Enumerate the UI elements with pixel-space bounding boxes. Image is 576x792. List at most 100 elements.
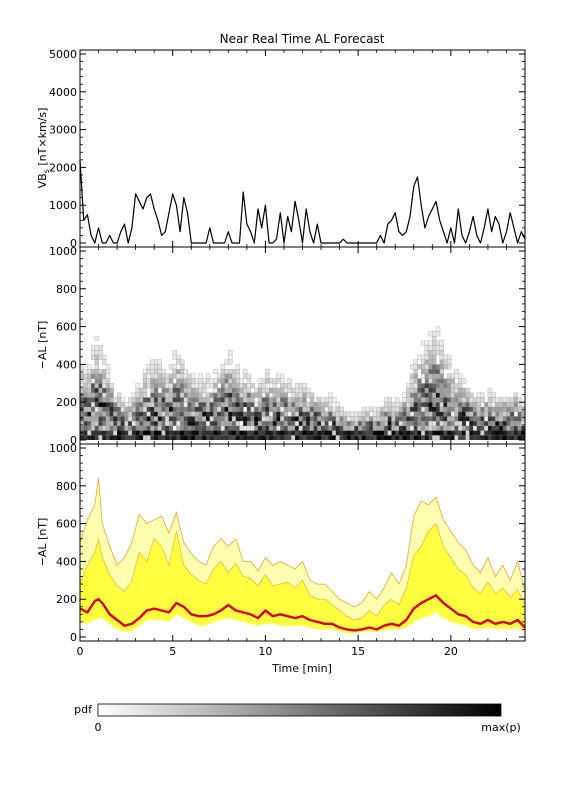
y-tick-label: 5000: [49, 48, 77, 61]
pdf-cell: [350, 430, 355, 436]
pdf-cell: [98, 406, 103, 412]
pdf-cell: [432, 388, 437, 393]
pdf-cell: [131, 411, 136, 417]
pdf-cell: [517, 420, 522, 426]
pdf-cell: [413, 435, 418, 440]
pdf-cell: [102, 368, 107, 375]
pdf-cell: [187, 411, 192, 417]
pdf-cell: [258, 416, 263, 422]
pdf-cell: [461, 425, 467, 431]
pdf-cell: [90, 420, 96, 426]
pdf-cell: [250, 435, 255, 440]
pdf-cell: [343, 420, 348, 426]
pdf-cell: [224, 402, 229, 408]
pdf-cell: [324, 411, 329, 417]
pdf-cell: [283, 397, 288, 403]
pdf-cell: [83, 411, 88, 417]
pdf-cell: [131, 420, 137, 426]
pdf-cell: [347, 435, 352, 440]
pdf-cell: [120, 421, 125, 426]
pdf-cell: [276, 402, 281, 408]
pdf-cell: [102, 406, 107, 412]
pdf-cell: [424, 345, 430, 351]
y-tick-label: 600: [56, 321, 77, 334]
pdf-cell: [439, 420, 444, 426]
y-tick-label: 400: [56, 555, 77, 568]
pdf-cell: [102, 378, 107, 384]
pdf-cell: [469, 416, 474, 422]
pdf-cell: [161, 397, 166, 403]
pdf-cell: [102, 359, 107, 365]
pdf-cell: [265, 411, 270, 417]
pdf-cell: [94, 383, 99, 389]
pdf-cell: [317, 397, 322, 403]
pdf-cell: [209, 416, 214, 422]
pdf-cell: [124, 406, 129, 412]
pdf-cell: [387, 406, 392, 412]
pdf-cell: [198, 387, 203, 393]
pdf-cell: [469, 430, 474, 436]
pdf-cell: [395, 416, 400, 422]
pdf-cell: [239, 387, 244, 393]
pdf-cell: [302, 392, 307, 398]
pdf-cell: [343, 416, 348, 422]
pdf-cell: [347, 421, 352, 426]
pdf-cell: [146, 425, 151, 431]
pdf-cell: [246, 411, 251, 417]
pdf-cell: [180, 406, 185, 412]
pdf-cell: [432, 373, 437, 379]
pdf-cell: [161, 373, 166, 379]
pdf-cell: [265, 387, 270, 393]
pdf-cell: [458, 411, 463, 417]
pdf-cell: [191, 411, 196, 417]
pdf-cell: [313, 430, 318, 436]
pdf-cell: [417, 416, 422, 422]
pdf-cell: [391, 406, 396, 412]
pdf-cell: [105, 420, 111, 426]
pdf-cell: [180, 416, 185, 422]
pdf-cell: [165, 430, 170, 436]
pdf-cell: [502, 406, 507, 412]
pdf-cell: [94, 416, 99, 422]
pdf-cell: [313, 421, 318, 426]
pdf-cell: [261, 406, 266, 412]
pdf-cell: [287, 383, 292, 389]
pdf-cell: [335, 435, 341, 441]
pdf-cell: [250, 430, 255, 436]
pdf-cell: [476, 411, 481, 417]
pdf-cell: [217, 373, 222, 379]
pdf-cell: [239, 397, 244, 403]
pdf-cell: [102, 383, 107, 389]
pdf-cell: [324, 430, 329, 436]
pdf-cell: [287, 387, 292, 393]
pdf-cell: [109, 397, 114, 403]
pdf-cell: [220, 364, 226, 370]
pdf-cell: [146, 416, 151, 422]
pdf-cell: [142, 383, 148, 389]
pdf-cell: [150, 425, 155, 431]
pdf-cell: [176, 373, 181, 379]
pdf-cell: [187, 435, 192, 440]
pdf-cell: [454, 383, 459, 389]
pdf-cell: [506, 421, 511, 426]
pdf-cell: [235, 425, 240, 431]
pdf-cell: [235, 388, 240, 393]
pdf-cell: [250, 383, 255, 389]
pdf-cell: [194, 402, 200, 408]
pdf-cell: [83, 387, 88, 393]
pdf-cell: [213, 425, 218, 431]
pdf-cell: [176, 430, 181, 436]
pdf-cell: [246, 402, 251, 407]
pdf-cell: [205, 373, 211, 379]
pdf-cell: [154, 373, 159, 379]
pdf-cell: [424, 411, 430, 417]
pdf-cell: [90, 411, 96, 417]
pdf-cell: [510, 397, 515, 403]
pdf-cell: [265, 435, 270, 440]
pdf-cell: [476, 425, 481, 431]
pdf-cell: [324, 435, 329, 440]
colorbar-min-label: 0: [95, 721, 102, 734]
pdf-cell: [135, 416, 140, 422]
pdf-cell: [491, 392, 496, 398]
pdf-cell: [491, 425, 496, 431]
